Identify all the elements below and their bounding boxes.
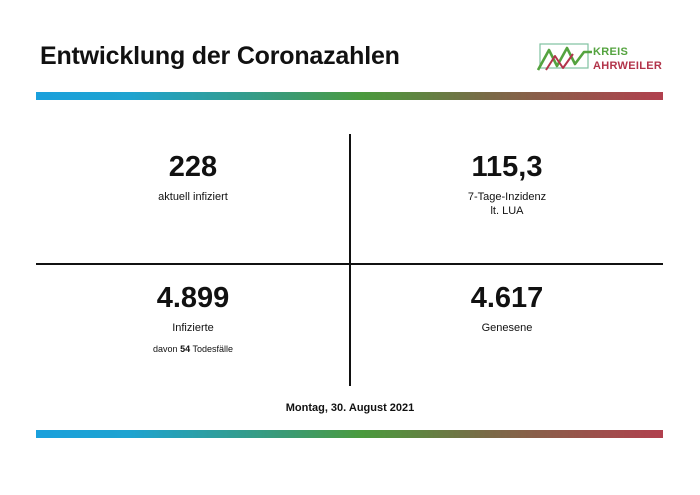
stat-active-infected: 228 aktuell infiziert (36, 150, 350, 204)
stat-value: 4.617 (470, 282, 544, 314)
top-gradient-bar (36, 92, 663, 100)
stat-label-line1: 7-Tage-Inzidenz (467, 191, 547, 203)
vertical-divider (349, 134, 351, 386)
deaths-note: davon 54 Todesfälle (36, 343, 350, 355)
stat-value: 228 (168, 151, 218, 183)
deaths-count: 54 (180, 344, 191, 354)
stat-total-infected: 4.899 Infizierte davon 54 Todesfälle (36, 281, 350, 355)
deaths-prefix: davon (153, 344, 178, 354)
stat-label-line2: lt. LUA (490, 205, 524, 217)
kreis-ahrweiler-logo: KREIS AHRWEILER (536, 40, 665, 76)
stat-recovered: 4.617 Genesene (350, 281, 664, 335)
stat-label: Genesene (481, 322, 533, 334)
deaths-suffix: Todesfälle (192, 344, 233, 354)
report-date: Montag, 30. August 2021 (285, 402, 415, 414)
stat-incidence: 115,3 7-Tage-Inzidenz lt. LUA (350, 150, 664, 218)
bottom-gradient-bar (36, 430, 663, 438)
horizontal-divider (36, 263, 663, 265)
stat-label: aktuell infiziert (158, 191, 228, 203)
stat-value: 115,3 (471, 151, 543, 183)
stat-value: 4.899 (156, 282, 230, 314)
stat-label: 7-Tage-Inzidenz lt. LUA (350, 190, 664, 218)
logo-text: KREIS AHRWEILER (593, 45, 662, 73)
logo-line-kreis: KREIS (593, 46, 629, 58)
page-title: Entwicklung der Coronazahlen (40, 42, 400, 70)
stat-label: Infizierte (172, 322, 214, 334)
logo-line-ahrweiler: AHRWEILER (593, 60, 663, 72)
logo-mark-icon (536, 43, 592, 71)
